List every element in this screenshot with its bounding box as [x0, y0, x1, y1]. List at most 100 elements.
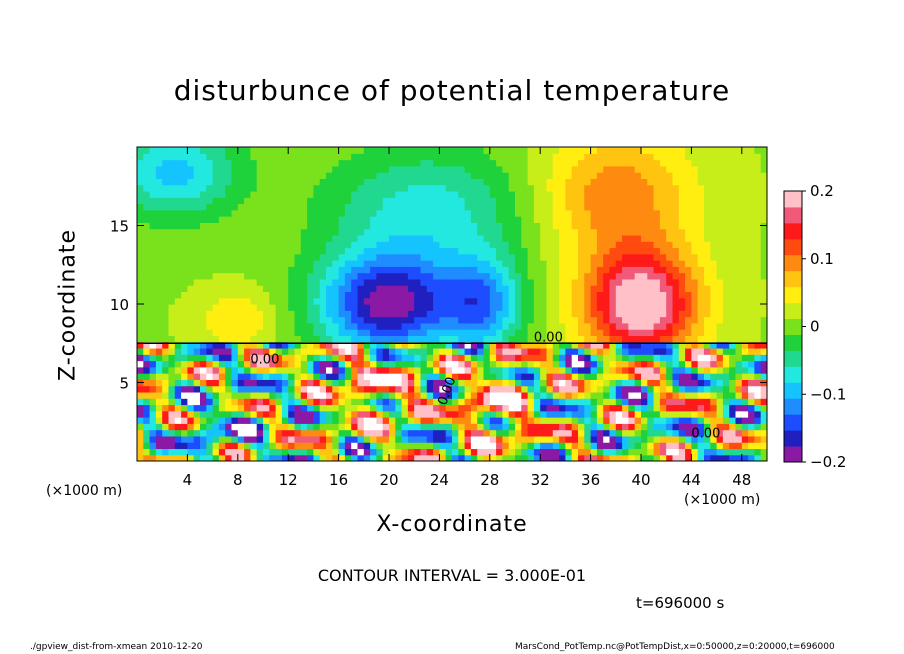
heatmap-cell — [357, 322, 365, 330]
heatmap-cell — [540, 297, 548, 305]
heatmap-cell — [193, 454, 201, 461]
heatmap-cell — [168, 153, 176, 161]
heatmap-cell — [307, 379, 314, 387]
heatmap-cell — [685, 379, 692, 387]
heatmap-cell — [596, 172, 604, 179]
heatmap-cell — [502, 316, 510, 324]
heatmap-cell — [332, 222, 340, 230]
heatmap-cell — [502, 247, 510, 255]
heatmap-cell — [609, 398, 617, 406]
heatmap-cell — [697, 391, 705, 399]
heatmap-cell — [502, 222, 510, 230]
heatmap-cell — [363, 209, 371, 217]
heatmap-cell — [344, 398, 352, 406]
heatmap-cell — [218, 266, 226, 274]
heatmap-cell — [420, 222, 428, 230]
heatmap-cell — [206, 153, 214, 161]
heatmap-cell — [244, 329, 251, 336]
heatmap-cell — [439, 391, 447, 399]
heatmap-cell — [181, 285, 188, 293]
heatmap-cell — [401, 247, 409, 255]
heatmap-cell — [212, 322, 220, 330]
heatmap-cell — [162, 184, 170, 192]
heatmap-cell — [584, 310, 592, 318]
heatmap-cell — [300, 297, 308, 305]
heatmap-cell — [691, 360, 699, 368]
heatmap-cell — [678, 316, 686, 324]
heatmap-cell — [704, 184, 711, 192]
heatmap-cell — [332, 373, 340, 380]
heatmap-cell — [565, 442, 573, 450]
heatmap-cell — [697, 454, 705, 461]
heatmap-cell — [181, 385, 188, 393]
heatmap-cell — [508, 285, 516, 293]
heatmap-cell — [420, 247, 428, 255]
heatmap-cell — [458, 448, 466, 456]
heatmap-cell — [294, 203, 302, 211]
heatmap-cell — [256, 385, 264, 393]
heatmap-cell — [137, 228, 144, 236]
heatmap-cell — [609, 203, 617, 211]
heatmap-cell — [181, 335, 188, 343]
heatmap-cell — [338, 454, 346, 461]
heatmap-cell — [395, 297, 403, 305]
heatmap-cell — [433, 347, 440, 355]
heatmap-cell — [225, 329, 233, 336]
heatmap-cell — [552, 253, 560, 261]
heatmap-cell — [533, 241, 541, 249]
heatmap-cell — [168, 310, 176, 318]
heatmap-cell — [420, 197, 428, 205]
heatmap-cell — [206, 310, 214, 318]
heatmap-cell — [615, 304, 623, 311]
heatmap-cell — [307, 404, 314, 412]
heatmap-cell — [137, 398, 144, 406]
heatmap-cell — [395, 429, 403, 437]
heatmap-cell — [685, 190, 692, 198]
heatmap-cell — [596, 316, 604, 324]
heatmap-cell — [628, 417, 636, 424]
heatmap-cell — [659, 304, 667, 311]
heatmap-cell — [634, 159, 642, 167]
heatmap-cell — [263, 272, 270, 280]
heatmap-cell — [332, 234, 340, 242]
heatmap-cell — [722, 448, 730, 456]
heatmap-cell — [458, 178, 466, 186]
heatmap-cell — [552, 260, 560, 267]
heatmap-cell — [370, 203, 377, 211]
heatmap-cell — [376, 228, 384, 236]
heatmap-cell — [691, 391, 699, 399]
heatmap-cell — [445, 216, 453, 223]
heatmap-cell — [313, 322, 321, 330]
heatmap-cell — [704, 228, 711, 236]
heatmap-cell — [578, 216, 585, 223]
heatmap-cell — [281, 266, 289, 274]
heatmap-cell — [275, 335, 283, 343]
heatmap-cell — [615, 454, 623, 461]
heatmap-cell — [143, 190, 151, 198]
heatmap-cell — [288, 385, 296, 393]
heatmap-cell — [244, 216, 251, 223]
heatmap-cell — [565, 234, 573, 242]
heatmap-cell — [200, 454, 207, 461]
heatmap-cell — [206, 410, 214, 418]
heatmap-cell — [716, 172, 724, 179]
heatmap-cell — [401, 322, 409, 330]
heatmap-cell — [515, 178, 522, 186]
heatmap-cell — [426, 165, 434, 173]
heatmap-cell — [338, 366, 346, 374]
heatmap-cell — [200, 335, 207, 343]
heatmap-cell — [716, 216, 724, 223]
heatmap-cell — [458, 197, 466, 205]
heatmap-cell — [489, 165, 497, 173]
heatmap-cell — [363, 184, 371, 192]
heatmap-cell — [533, 435, 541, 443]
heatmap-cell — [489, 266, 497, 274]
heatmap-cell — [483, 398, 491, 406]
heatmap-cell — [288, 216, 296, 223]
heatmap-cell — [143, 197, 151, 205]
heatmap-cell — [452, 209, 459, 217]
heatmap-cell — [439, 410, 447, 418]
heatmap-cell — [313, 278, 321, 286]
heatmap-cell — [288, 304, 296, 311]
heatmap-cell — [697, 278, 705, 286]
